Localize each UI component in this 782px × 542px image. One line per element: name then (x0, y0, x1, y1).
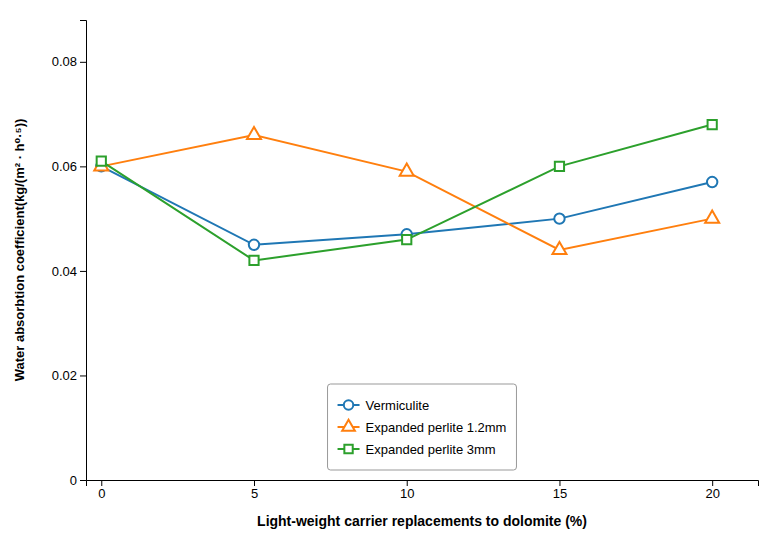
series-point (402, 235, 411, 244)
legend-item: Vermiculite (338, 398, 430, 413)
x-tick: 5 (251, 480, 258, 501)
y-axis: 0 0.02 0.04 0.06 0.08 (52, 21, 87, 488)
legend-label: Expanded perlite 1.2mm (366, 420, 507, 435)
x-tick-label: 5 (251, 486, 258, 501)
chart-container: 0 5 10 15 20 0 0.02 0.04 0.06 0.08 Light-weight ca… (0, 0, 782, 542)
series-point (249, 256, 258, 265)
x-tick-label: 15 (553, 486, 567, 501)
x-tick: 15 (553, 480, 567, 501)
y-tick-mark (80, 375, 86, 376)
y-tick-mark (80, 166, 86, 167)
series-point (247, 127, 261, 139)
x-tick-mark (712, 480, 713, 486)
x-tick-mark (559, 480, 560, 486)
legend-frame (328, 384, 517, 470)
series-point (708, 120, 717, 129)
legend-label: Expanded perlite 3mm (366, 442, 496, 457)
legend-item: Expanded perlite 3mm (338, 442, 496, 457)
series-point (400, 164, 414, 176)
plot-area: 0 5 10 15 20 0 0.02 0.04 0.06 0.08 Light-weight ca… (12, 21, 759, 530)
x-tick: 10 (400, 480, 414, 501)
x-tick-mark (101, 480, 102, 486)
x-tick-label: 0 (98, 486, 105, 501)
y-tick: 0.08 (52, 54, 86, 69)
marks (94, 120, 719, 265)
legend-symbol (342, 420, 355, 431)
x-tick-mark (407, 480, 408, 486)
y-tick: 0.06 (52, 159, 86, 174)
y-tick-label: 0.08 (52, 54, 77, 69)
series-point (97, 157, 106, 166)
series-point (705, 211, 719, 223)
y-tick-label: 0.04 (52, 264, 77, 279)
y-axis-line (80, 21, 87, 481)
y-tick: 0.04 (52, 264, 86, 279)
y-tick: 0 (70, 473, 86, 488)
y-tick-label: 0.06 (52, 159, 77, 174)
y-tick-mark (80, 271, 86, 272)
x-tick-label: 20 (705, 486, 719, 501)
series-point (555, 162, 564, 171)
y-tick-label: 0.02 (52, 368, 77, 383)
series-line (101, 166, 712, 244)
x-tick-label: 10 (400, 486, 414, 501)
series-point (707, 177, 717, 187)
x-tick: 0 (98, 480, 105, 501)
y-tick-mark (80, 62, 86, 63)
legend-symbol (344, 400, 353, 409)
x-axis-title: Light-weight carrier replacements to dol… (257, 513, 587, 529)
chart: 0 5 10 15 20 0 0.02 0.04 0.06 0.08 Light-weight ca… (0, 0, 782, 542)
legend-symbol (344, 445, 352, 453)
x-tick: 20 (705, 480, 719, 501)
x-axis: 0 5 10 15 20 (87, 480, 759, 501)
series-line (101, 135, 712, 250)
y-tick-label: 0 (70, 473, 77, 488)
x-tick-mark (254, 480, 255, 486)
legend-label: Vermiculite (366, 398, 430, 413)
series-point (554, 213, 564, 223)
series-line (101, 125, 712, 261)
series-point (249, 240, 259, 250)
series-point (552, 242, 566, 254)
legend: Vermiculite Expanded perlite 1.2mm Expande… (328, 384, 517, 470)
x-axis-line (87, 481, 759, 487)
y-tick-mark (80, 480, 86, 481)
y-tick: 0.02 (52, 368, 86, 383)
y-axis-title: Water absorbtion coefficient(kg/(m² · h⁰… (12, 119, 27, 382)
legend-item: Expanded perlite 1.2mm (338, 420, 507, 435)
